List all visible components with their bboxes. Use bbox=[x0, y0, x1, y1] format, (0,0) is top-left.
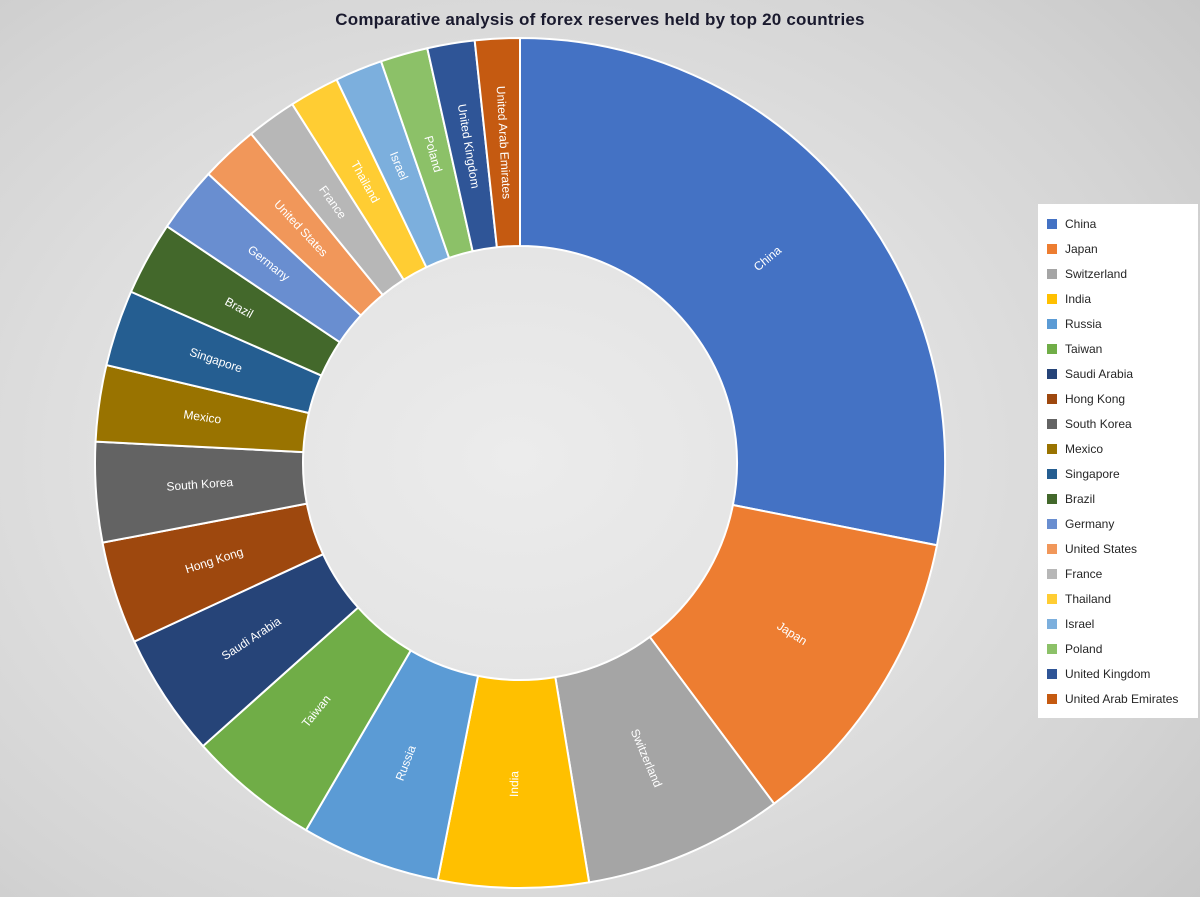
legend-item-poland: Poland bbox=[1047, 636, 1194, 661]
legend-swatch-poland bbox=[1047, 643, 1057, 654]
slice-label-india: India bbox=[507, 771, 521, 798]
legend-item-hong-kong: Hong Kong bbox=[1047, 386, 1194, 411]
legend-item-united-arab-emirates: United Arab Emirates bbox=[1047, 686, 1194, 711]
legend-item-japan: Japan bbox=[1047, 236, 1194, 261]
legend-label: United States bbox=[1065, 541, 1138, 556]
chart-title: Comparative analysis of forex reserves h… bbox=[335, 10, 865, 29]
legend-label: Switzerland bbox=[1065, 266, 1128, 281]
legend-item-south-korea: South Korea bbox=[1047, 411, 1194, 436]
legend-swatch-israel bbox=[1047, 618, 1057, 629]
legend-item-united-states: United States bbox=[1047, 536, 1194, 561]
legend-item-france: France bbox=[1047, 561, 1194, 586]
legend-label: Germany bbox=[1065, 516, 1115, 531]
legend-swatch-united-arab-emirates bbox=[1047, 693, 1057, 704]
legend-item-united-kingdom: United Kingdom bbox=[1047, 661, 1194, 686]
legend-item-mexico: Mexico bbox=[1047, 436, 1194, 461]
legend-swatch-taiwan bbox=[1047, 343, 1057, 354]
legend-item-brazil: Brazil bbox=[1047, 486, 1194, 511]
legend-item-israel: Israel bbox=[1047, 611, 1194, 636]
legend-label: South Korea bbox=[1065, 416, 1132, 431]
legend-label: Singapore bbox=[1065, 466, 1120, 481]
legend-item-singapore: Singapore bbox=[1047, 461, 1194, 486]
legend-label: Thailand bbox=[1065, 591, 1112, 606]
legend-swatch-france bbox=[1047, 568, 1057, 579]
legend-label: United Kingdom bbox=[1065, 666, 1151, 681]
legend-swatch-south-korea bbox=[1047, 418, 1057, 429]
legend-swatch-united-kingdom bbox=[1047, 668, 1057, 679]
legend-label: India bbox=[1065, 291, 1092, 306]
slice-label-mexico: Mexico bbox=[183, 407, 223, 426]
legend-swatch-switzerland bbox=[1047, 268, 1057, 279]
slice-label-south-korea: South Korea bbox=[166, 475, 234, 494]
legend-item-india: India bbox=[1047, 286, 1194, 311]
legend-label: Hong Kong bbox=[1065, 391, 1126, 406]
legend-label: Israel bbox=[1065, 616, 1095, 631]
legend-item-taiwan: Taiwan bbox=[1047, 336, 1194, 361]
legend-swatch-mexico bbox=[1047, 443, 1057, 454]
legend-item-russia: Russia bbox=[1047, 311, 1194, 336]
legend-swatch-united-states bbox=[1047, 543, 1057, 554]
legend-label: Saudi Arabia bbox=[1065, 366, 1134, 381]
legend-swatch-saudi-arabia bbox=[1047, 368, 1057, 379]
legend-swatch-singapore bbox=[1047, 468, 1057, 479]
legend-swatch-china bbox=[1047, 218, 1057, 229]
legend-item-switzerland: Switzerland bbox=[1047, 261, 1194, 286]
legend-label: Japan bbox=[1065, 241, 1098, 256]
legend-item-thailand: Thailand bbox=[1047, 586, 1194, 611]
chart-legend: China Japan Switzerland India Russia Taiwan Sa… bbox=[1038, 204, 1198, 718]
donut-slice-united-arab-emirates bbox=[473, 37, 521, 249]
legend-label: Russia bbox=[1065, 316, 1102, 331]
legend-label: United Arab Emirates bbox=[1065, 691, 1179, 706]
slice-label-united-arab-emirates: United Arab Emirates bbox=[494, 85, 514, 199]
legend-label: France bbox=[1065, 566, 1103, 581]
legend-swatch-thailand bbox=[1047, 593, 1057, 604]
legend-swatch-germany bbox=[1047, 518, 1057, 529]
legend-swatch-brazil bbox=[1047, 493, 1057, 504]
legend-swatch-russia bbox=[1047, 318, 1057, 329]
legend-label: China bbox=[1065, 216, 1097, 231]
legend-swatch-japan bbox=[1047, 243, 1057, 254]
legend-item-china: China bbox=[1047, 211, 1194, 236]
legend-item-germany: Germany bbox=[1047, 511, 1194, 536]
donut-slice-japan bbox=[648, 504, 938, 805]
legend-label: Mexico bbox=[1065, 441, 1104, 456]
legend-label: Brazil bbox=[1065, 491, 1096, 506]
legend-swatch-india bbox=[1047, 293, 1057, 304]
legend-label: Poland bbox=[1065, 641, 1103, 656]
legend-item-saudi-arabia: Saudi Arabia bbox=[1047, 361, 1194, 386]
legend-label: Taiwan bbox=[1065, 341, 1103, 356]
legend-swatch-hong-kong bbox=[1047, 393, 1057, 404]
donut-slice-china bbox=[519, 37, 946, 547]
